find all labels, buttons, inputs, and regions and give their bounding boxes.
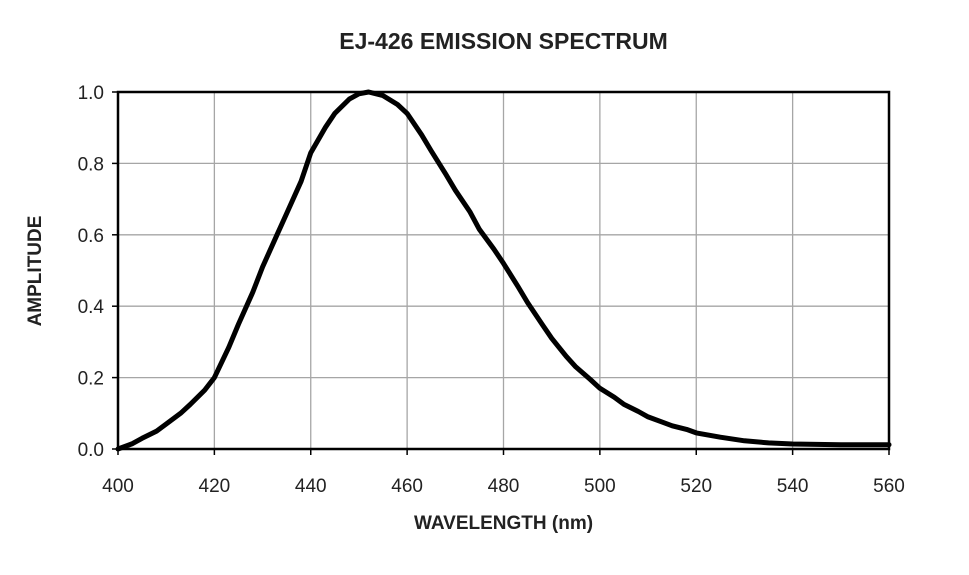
y-tick-label: 0.4	[78, 297, 105, 318]
x-tick-label: 520	[680, 476, 712, 497]
x-tick-label: 460	[391, 476, 423, 497]
x-tick-label: 480	[488, 476, 520, 497]
y-tick-label: 1.0	[78, 83, 104, 104]
x-tick-label: 440	[295, 476, 327, 497]
spectrum-line	[115, 89, 892, 452]
x-tick-label: 420	[199, 476, 231, 497]
y-tick-label: 0.8	[78, 154, 104, 175]
x-tick-label: 500	[584, 476, 616, 497]
y-tick-label: 0.0	[78, 440, 104, 461]
x-tick-label: 540	[777, 476, 809, 497]
x-tick-label: 400	[102, 476, 134, 497]
x-axis-label: WAVELENGTH (nm)	[413, 513, 594, 534]
x-tick-label: 560	[873, 476, 905, 497]
chart-title: EJ-426 EMISSION SPECTRUM	[339, 28, 668, 54]
y-tick-label: 0.6	[78, 226, 104, 247]
y-tick-label: 0.2	[78, 369, 104, 390]
